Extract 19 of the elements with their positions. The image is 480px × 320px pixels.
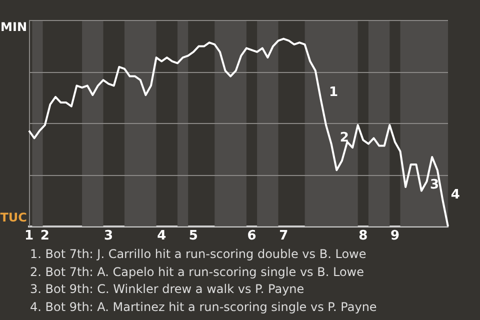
- text: 1. Bot 7th: J. Carrillo hit a run-scoring double vs B. Lowe: [30, 246, 368, 263]
- x-tick-label: 5: [188, 228, 198, 244]
- x-tick-label: 6: [247, 228, 256, 244]
- text: MIN: [0, 20, 27, 34]
- x-tick-label: 8: [358, 228, 368, 244]
- x-tick-label: 2: [40, 228, 50, 244]
- x-tick-label: 3: [104, 228, 114, 244]
- x-tick-label: 1: [24, 228, 34, 244]
- text: 4. Bot 9th: A. Martinez hit a run-scoring single vs P. Payne: [30, 298, 378, 316]
- x-tick-label: 4: [157, 228, 166, 244]
- x-tick-label: 7: [279, 228, 288, 244]
- annotation: 2: [340, 130, 349, 146]
- text: TUC: [0, 210, 28, 225]
- text: 3. Bot 9th: C. Winkler drew a walk vs P. Payne: [30, 281, 306, 298]
- annotation: 1: [329, 85, 338, 100]
- annotation: 3: [430, 177, 440, 192]
- text: 2. Bot 7th: A. Capelo hit a run-scoring single vs B. Lowe: [30, 264, 365, 280]
- x-tick-label: 9: [390, 228, 400, 244]
- text: 4: [450, 187, 460, 202]
